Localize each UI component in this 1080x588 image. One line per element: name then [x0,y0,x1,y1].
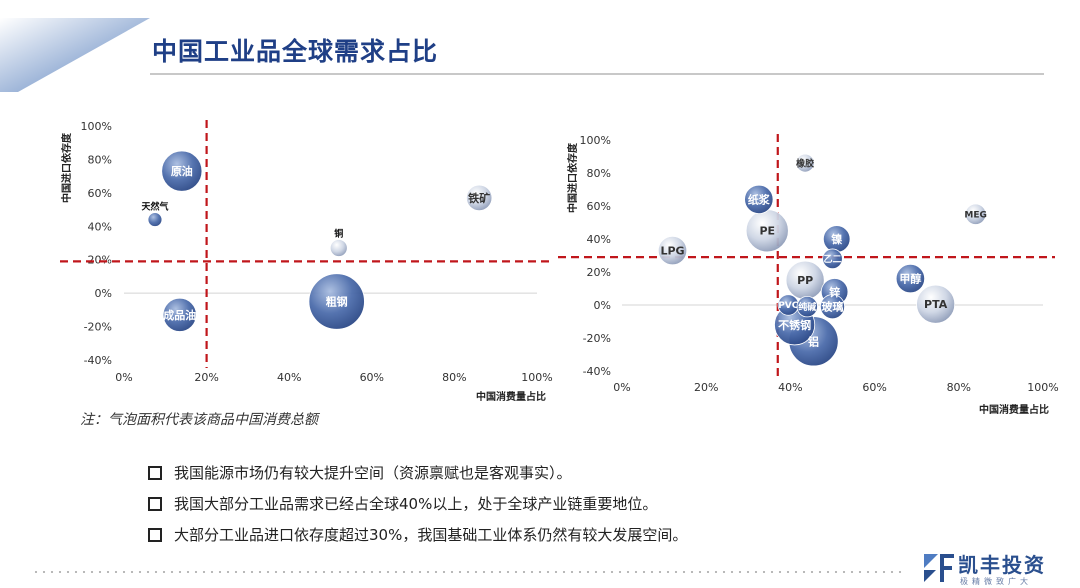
y-tick-label: -40% [84,354,112,367]
y-tick-label: 0% [95,287,112,300]
x-axis-title: 中国消费量占比 [476,390,546,403]
checkbox-icon [148,465,162,480]
x-tick-label: 80% [442,371,466,384]
bubble-label: MEG [964,210,987,220]
bubble-label: 天然气 [141,201,168,213]
x-tick-label: 100% [1027,381,1058,394]
dotted-divider [32,571,902,573]
y-axis-title: 中国进口依存度 [566,142,579,213]
logo-name: 凯丰投资 [958,553,1046,577]
y-tick-label: 80% [587,167,611,180]
x-tick-label: 0% [613,381,630,394]
bubble [147,212,163,227]
page-title: 中国工业品全球需求占比 [152,37,439,66]
bubble-label: 铝 [808,334,819,348]
bubble-label: PP [797,274,813,287]
y-tick-label: 80% [88,153,112,166]
title-divider [150,73,1044,75]
bubble-label: PE [759,225,775,238]
bubble [466,184,493,211]
y-tick-label: 100% [81,120,112,133]
bubble [308,273,365,330]
bubble [161,150,203,192]
y-tick-label: -20% [84,321,112,334]
bubble-label: 锌 [829,285,840,299]
bullet-item: 我国大部分工业品需求已经占全球40%以上，处于全球产业链重要地位。 [148,488,687,519]
y-tick-label: -40% [583,365,611,378]
x-tick-label: 20% [194,371,218,384]
bubble [916,284,956,324]
chart-left: -40% -20% 0% 20% 40% 60% 80% 100% 0% 20% 40% 60% 80%… [60,120,553,403]
bubble [744,184,774,215]
bullet-text: 大部分工业品进口依存度超过30%，我国基础工业体系仍然有较大发展空间。 [174,526,688,544]
bubble [895,263,926,294]
bubble [964,203,987,225]
checkbox-icon [148,496,162,511]
y-tick-label: -20% [583,332,611,345]
y-tick-label: 20% [587,266,611,279]
bullet-text: 我国大部分工业品需求已经占全球40%以上，处于全球产业链重要地位。 [174,495,658,513]
y-tick-label: 40% [88,220,112,233]
bubble-label: 甲醇 [899,272,921,286]
bubble [795,153,815,173]
bubble-label: 橡胶 [796,157,814,169]
x-tick-label: 40% [778,381,802,394]
y-axis-title: 中国进口依存度 [60,132,73,203]
y-tick-label: 20% [88,254,112,267]
bubble-label: PTA [924,298,948,311]
x-tick-label: 0% [115,371,132,384]
y-tick-label: 60% [587,200,611,213]
x-tick-label: 60% [360,371,384,384]
bubble [822,248,843,270]
x-tick-label: 100% [521,371,552,384]
bubble [796,295,818,318]
y-tick-label: 0% [594,299,611,312]
bullet-list: 我国能源市场仍有较大提升空间（资源禀赋也是客观事实）。 我国大部分工业品需求已经… [148,457,687,550]
bullet-item: 大部分工业品进口依存度超过30%，我国基础工业体系仍然有较大发展空间。 [148,519,687,550]
bubble-label: 成品油 [163,308,196,322]
chart-right: -40% -20% 0% 20% 40% 60% 80% 100% 0% 20% 40% 60% 80%… [558,134,1059,416]
y-tick-label: 100% [580,134,611,147]
bubble-label: 纯碱 [798,301,816,313]
bubble-label: 铜 [334,227,343,239]
bubble [657,235,688,266]
bubble-label: 乙二 [823,254,841,265]
x-tick-label: 40% [277,371,301,384]
bubble-label: 不锈钢 [778,318,811,332]
x-axis-title: 中国消费量占比 [979,403,1049,416]
bubble [162,297,197,332]
y-tick-label: 60% [88,187,112,200]
bubble-label: 粗钢 [326,294,348,308]
bubble [820,294,845,320]
x-tick-label: 20% [694,381,718,394]
corner-decoration [0,18,150,92]
bubble-label: LPG [660,245,684,258]
bubble-label: 原油 [171,164,193,178]
bubble-label: 铁矿 [468,191,490,205]
checkbox-icon [148,527,162,542]
bullet-item: 我国能源市场仍有较大提升空间（资源禀赋也是客观事实）。 [148,457,687,488]
bubble-label: PVC [778,301,799,311]
bubble-label: 纸浆 [748,192,771,206]
footnote: 注：气泡面积代表该商品中国消费总额 [80,412,318,428]
x-tick-label: 80% [947,381,971,394]
logo-mark-icon [924,554,954,582]
bubble [329,239,348,257]
bubble-label: 玻璃 [822,300,844,314]
bullet-text: 我国能源市场仍有较大提升空间（资源禀赋也是客观事实）。 [174,464,572,482]
logo-slogan: 极精微致广大 [960,577,1032,586]
y-tick-label: 40% [587,233,611,246]
company-logo: 凯丰投资 极精微致广大 [922,548,1062,588]
bubble-label: 镍 [831,232,842,246]
x-tick-label: 60% [862,381,886,394]
